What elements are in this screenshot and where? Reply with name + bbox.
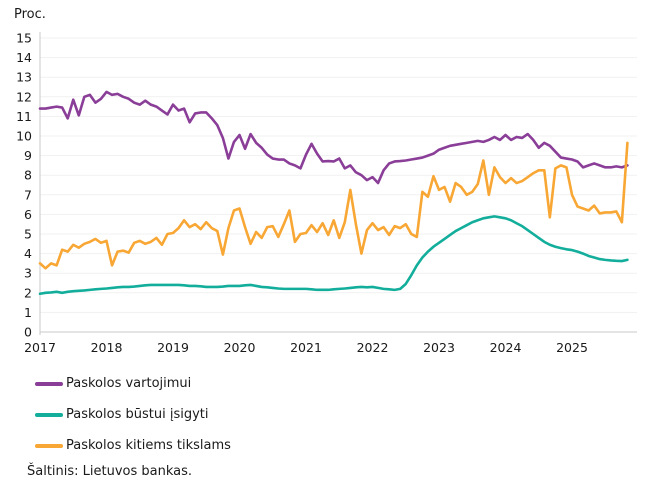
- x-tick-label: 2020: [224, 340, 256, 355]
- series-line-2: [38, 141, 629, 270]
- y-tick-label: 1: [24, 305, 32, 320]
- legend-item-kitiems: Paskolos kitiems tikslams: [35, 439, 231, 453]
- legend-label: Paskolos būstui įsigyti: [66, 407, 209, 422]
- series-line-0: [38, 90, 629, 185]
- y-tick-label: 12: [16, 89, 32, 104]
- y-tick-label: 10: [16, 129, 32, 144]
- x-tick-label: 2021: [290, 340, 322, 355]
- legend-swatch-vartojimui: [35, 382, 63, 386]
- legend-swatch-kitiems: [35, 444, 63, 448]
- y-tick-label: 7: [24, 187, 32, 202]
- y-tick-label: 14: [16, 50, 32, 65]
- legend-label: Paskolos kitiems tikslams: [66, 438, 231, 453]
- x-tick-label: 2022: [357, 340, 389, 355]
- y-tick-label: 2: [24, 285, 32, 300]
- y-tick-label: 4: [24, 246, 32, 261]
- line-chart: 0 1 2 3 4 5 6 7 8 9 10 11 12 13 14 15 2017 2018 2019 2020 20…: [16, 31, 637, 355]
- y-tick-label: 11: [16, 109, 32, 124]
- legend-item-vartojimui: Paskolos vartojimui: [35, 377, 231, 391]
- legend-item-bustui: Paskolos būstui įsigyti: [35, 408, 231, 422]
- y-tick-label: 8: [24, 168, 32, 183]
- y-tick-label: 3: [24, 266, 32, 281]
- chart-legend: Paskolos vartojimui Paskolos būstui įsig…: [35, 377, 231, 470]
- x-tick-label: 2019: [157, 340, 189, 355]
- series-line-1: [38, 215, 629, 296]
- x-tick-label: 2024: [490, 340, 522, 355]
- source-note: Šaltinis: Lietuvos bankas.: [27, 464, 193, 479]
- legend-label: Paskolos vartojimui: [66, 376, 192, 391]
- y-axis-unit-label: Proc.: [14, 7, 46, 22]
- y-tick-label: 13: [16, 70, 32, 85]
- x-tick-label: 2018: [91, 340, 123, 355]
- x-tick-label: 2017: [24, 340, 56, 355]
- y-tick-label: 15: [16, 31, 32, 46]
- y-tick-label: 5: [24, 227, 32, 242]
- y-tick-label: 9: [24, 148, 32, 163]
- y-tick-label: 0: [24, 325, 32, 340]
- legend-swatch-bustui: [35, 413, 63, 417]
- y-tick-label: 6: [24, 207, 32, 222]
- x-tick-label: 2023: [423, 340, 455, 355]
- x-tick-label: 2025: [556, 340, 588, 355]
